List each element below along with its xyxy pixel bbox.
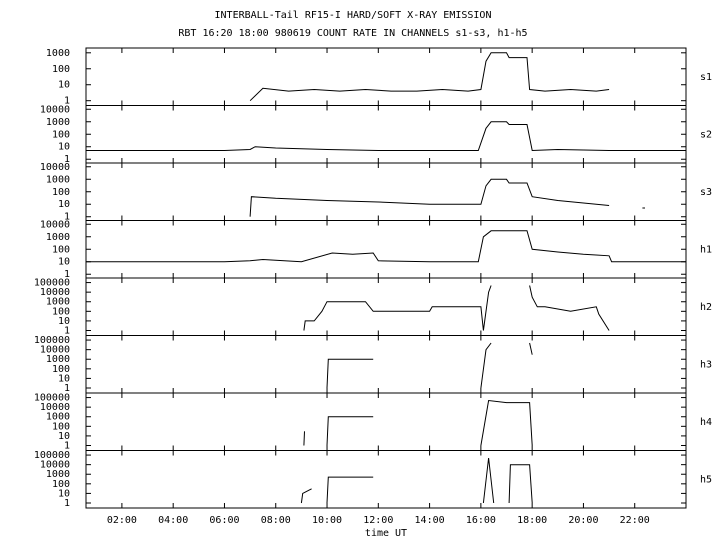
y-tick-label: 100 [52, 244, 70, 255]
y-tick-label: 1000 [46, 354, 70, 365]
panel-frame [85, 220, 687, 279]
panel-label: h2 [700, 302, 712, 313]
y-tick-label: 1 [64, 440, 70, 451]
x-tick-label: 04:00 [158, 515, 188, 526]
x-axis-label: time UT [365, 528, 407, 539]
y-tick-label: 1000 [46, 232, 70, 243]
data-line [250, 53, 668, 101]
y-tick-label: 1000 [46, 412, 70, 423]
panel-frame [85, 392, 687, 451]
y-tick-label: 10 [58, 488, 70, 499]
y-tick-label: 10 [58, 257, 70, 268]
y-tick-label: 1 [64, 154, 70, 165]
y-tick-label: 10000 [40, 287, 70, 298]
y-tick-label: 100000 [34, 450, 70, 461]
y-tick-label: 100 [52, 364, 70, 375]
x-tick-label: 14:00 [415, 515, 445, 526]
x-tick-label: 02:00 [107, 515, 137, 526]
y-tick-label: 1000 [46, 174, 70, 185]
panel-frame [85, 47, 687, 106]
y-tick-label: 1 [64, 325, 70, 336]
data-line [300, 457, 533, 504]
y-tick-label: 100 [52, 187, 70, 198]
y-tick-label: 100 [52, 479, 70, 490]
x-tick-label: 06:00 [209, 515, 239, 526]
y-tick-label: 1 [64, 498, 70, 509]
y-tick-label: 10000 [40, 345, 70, 356]
x-tick-label: 10:00 [312, 515, 342, 526]
y-tick-label: 100 [52, 421, 70, 432]
y-tick-label: 10000 [40, 219, 70, 230]
panel-frame [85, 335, 687, 394]
x-tick-label: 08:00 [261, 515, 291, 526]
y-tick-label: 100 [52, 306, 70, 317]
panel-label: h3 [700, 359, 712, 370]
y-tick-label: 1 [64, 212, 70, 223]
x-tick-label: 18:00 [517, 515, 547, 526]
y-tick-label: 10 [58, 199, 70, 210]
y-tick-label: 100 [52, 64, 70, 75]
panel-frame [85, 162, 687, 221]
data-line [303, 399, 533, 446]
y-tick-label: 10 [58, 142, 70, 153]
panel-label: s1 [700, 72, 712, 83]
y-tick-label: 100000 [34, 278, 70, 289]
y-tick-label: 10000 [40, 460, 70, 471]
y-tick-label: 1 [64, 383, 70, 394]
y-tick-label: 1 [64, 269, 70, 280]
x-tick-label: 12:00 [363, 515, 393, 526]
panel-frame [85, 450, 687, 509]
data-line [326, 342, 533, 389]
y-tick-label: 10000 [40, 402, 70, 413]
y-tick-label: 1000 [46, 469, 70, 480]
y-tick-label: 10 [58, 80, 70, 91]
y-tick-label: 10 [58, 431, 70, 442]
y-tick-label: 10000 [40, 104, 70, 115]
y-tick-label: 1000 [46, 297, 70, 308]
panel-frame [85, 105, 687, 164]
chart-title: INTERBALL-Tail RF15-I HARD/SOFT X-RAY EM… [215, 10, 492, 21]
y-tick-label: 10000 [40, 162, 70, 173]
y-tick-label: 1 [64, 96, 70, 107]
y-tick-label: 100000 [34, 335, 70, 346]
data-line [249, 178, 645, 217]
chart-subtitle: RBT 16:20 18:00 980619 COUNT RATE IN CHA… [178, 28, 527, 39]
data-line [86, 230, 686, 263]
panel-label: s2 [700, 129, 712, 140]
y-tick-label: 10 [58, 316, 70, 327]
panel-label: s3 [700, 187, 712, 198]
panel-label: h1 [700, 244, 712, 255]
y-tick-label: 100000 [34, 393, 70, 404]
data-line [303, 285, 610, 331]
data-line [86, 121, 686, 152]
y-tick-label: 100 [52, 129, 70, 140]
panel-label: h4 [700, 417, 712, 428]
y-tick-label: 10 [58, 373, 70, 384]
y-tick-label: 1000 [46, 48, 70, 59]
x-tick-label: 16:00 [466, 515, 496, 526]
x-tick-label: 20:00 [568, 515, 598, 526]
y-tick-label: 1000 [46, 117, 70, 128]
x-tick-label: 22:00 [620, 515, 650, 526]
panel-label: h5 [700, 474, 712, 485]
